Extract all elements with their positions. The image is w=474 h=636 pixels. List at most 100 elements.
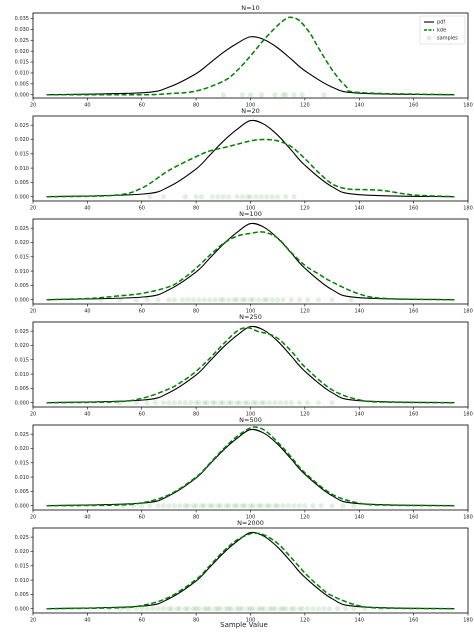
- sample-point: [288, 297, 294, 303]
- x-tick-label: 80: [193, 515, 199, 521]
- sample-point: [340, 503, 346, 509]
- x-tick-label: 20: [30, 206, 36, 212]
- x-tick-label: 180: [463, 515, 473, 521]
- sample-point: [237, 400, 243, 406]
- sample-point: [117, 400, 123, 406]
- sample-point: [277, 606, 284, 612]
- sample-point: [258, 503, 264, 509]
- sample-point: [245, 400, 251, 406]
- sample-point: [253, 400, 259, 406]
- x-tick-label: 160: [409, 206, 419, 212]
- subplot-title: N=250: [239, 313, 262, 321]
- y-tick-label: 0.035: [15, 16, 29, 22]
- sample-point: [174, 606, 180, 612]
- sample-point: [215, 194, 221, 200]
- x-tick-label: 160: [409, 103, 419, 109]
- sample-point: [296, 297, 303, 303]
- y-tick-label: 0.030: [15, 27, 29, 33]
- sample-point: [326, 606, 332, 612]
- subplot-title: N=20: [241, 107, 260, 115]
- subplot-5: N=500 20 40 60 80 100 120 140 160 180 0.000 0.005 0.…: [15, 416, 473, 521]
- sample-point: [209, 400, 216, 406]
- y-tick-label: 0.025: [15, 38, 29, 44]
- sample-point: [378, 606, 384, 612]
- x-tick-label: 80: [193, 103, 199, 109]
- sample-point: [275, 297, 281, 303]
- sample-point: [299, 92, 305, 98]
- y-tick-label: 0.000: [15, 503, 29, 509]
- sample-point: [169, 606, 175, 612]
- sample-point: [166, 503, 172, 509]
- sample-point: [198, 194, 205, 200]
- axes-frame: [32, 115, 469, 202]
- x-tick-label: 140: [354, 515, 364, 521]
- sample-point: [266, 400, 273, 406]
- sample-point: [133, 400, 139, 406]
- x-tick-label: 20: [30, 309, 36, 315]
- sample-point: [220, 400, 226, 406]
- sample-point: [296, 606, 303, 612]
- sample-point: [171, 297, 177, 303]
- sample-point: [266, 606, 273, 612]
- subplot-title: N=500: [239, 416, 262, 424]
- sample-point: [321, 606, 327, 612]
- x-tick-label: 100: [246, 103, 256, 109]
- sample-point: [166, 400, 172, 406]
- sample-point: [120, 503, 126, 509]
- x-tick-label: 100: [246, 206, 256, 212]
- sample-point: [234, 606, 240, 612]
- samples-series: [220, 92, 327, 98]
- x-tick-label: 140: [354, 309, 364, 315]
- sample-point: [228, 400, 235, 406]
- axes-frame: [32, 12, 469, 99]
- sample-point: [226, 297, 232, 303]
- sample-point: [239, 297, 245, 303]
- sample-point: [160, 606, 167, 612]
- sample-point: [242, 503, 248, 509]
- y-tick-label: 0.025: [15, 329, 29, 335]
- sample-point: [256, 297, 262, 303]
- y-tick-label: 0.000: [15, 400, 29, 406]
- sample-point: [250, 400, 256, 406]
- sample-point: [190, 297, 197, 303]
- sample-point: [261, 606, 267, 612]
- y-tick-label: 0.005: [15, 82, 29, 88]
- sample-point: [212, 606, 218, 612]
- x-tick-label: 160: [409, 618, 419, 624]
- sample-point: [304, 400, 311, 406]
- sample-point: [296, 503, 303, 509]
- x-tick-label: 60: [139, 618, 145, 624]
- x-tick-label: 180: [463, 309, 473, 315]
- x-tick-label: 60: [139, 309, 145, 315]
- sample-point: [160, 503, 167, 509]
- sample-point: [217, 503, 224, 509]
- samples-series: [98, 297, 354, 303]
- sample-point: [220, 194, 226, 200]
- sample-point: [193, 194, 199, 200]
- x-tick-label: 180: [463, 412, 473, 418]
- axes-frame: [32, 424, 469, 511]
- subplot-6: N=2000 20 40 60 80 100 120 140 160 180 0.000 0.005 0…: [15, 519, 473, 624]
- sample-point: [351, 606, 357, 612]
- sample-point: [329, 400, 335, 406]
- sample-point: [318, 503, 324, 509]
- sample-point: [98, 297, 104, 303]
- sample-point: [217, 400, 224, 406]
- subplot-title: N=10: [241, 4, 260, 12]
- sample-point: [215, 606, 221, 612]
- sample-point: [321, 92, 327, 98]
- y-tick-label: 0.020: [15, 446, 29, 452]
- sample-point: [334, 606, 341, 612]
- y-tick-label: 0.025: [15, 432, 29, 438]
- sample-point: [144, 400, 150, 406]
- sample-point: [269, 194, 275, 200]
- y-tick-label: 0.020: [15, 137, 29, 143]
- kde-line: [46, 326, 455, 404]
- x-tick-label: 140: [354, 412, 364, 418]
- sample-point: [193, 400, 199, 406]
- x-tick-label: 40: [84, 412, 90, 418]
- pdf-line: [46, 222, 455, 301]
- sample-point: [239, 503, 245, 509]
- x-tick-label: 20: [30, 412, 36, 418]
